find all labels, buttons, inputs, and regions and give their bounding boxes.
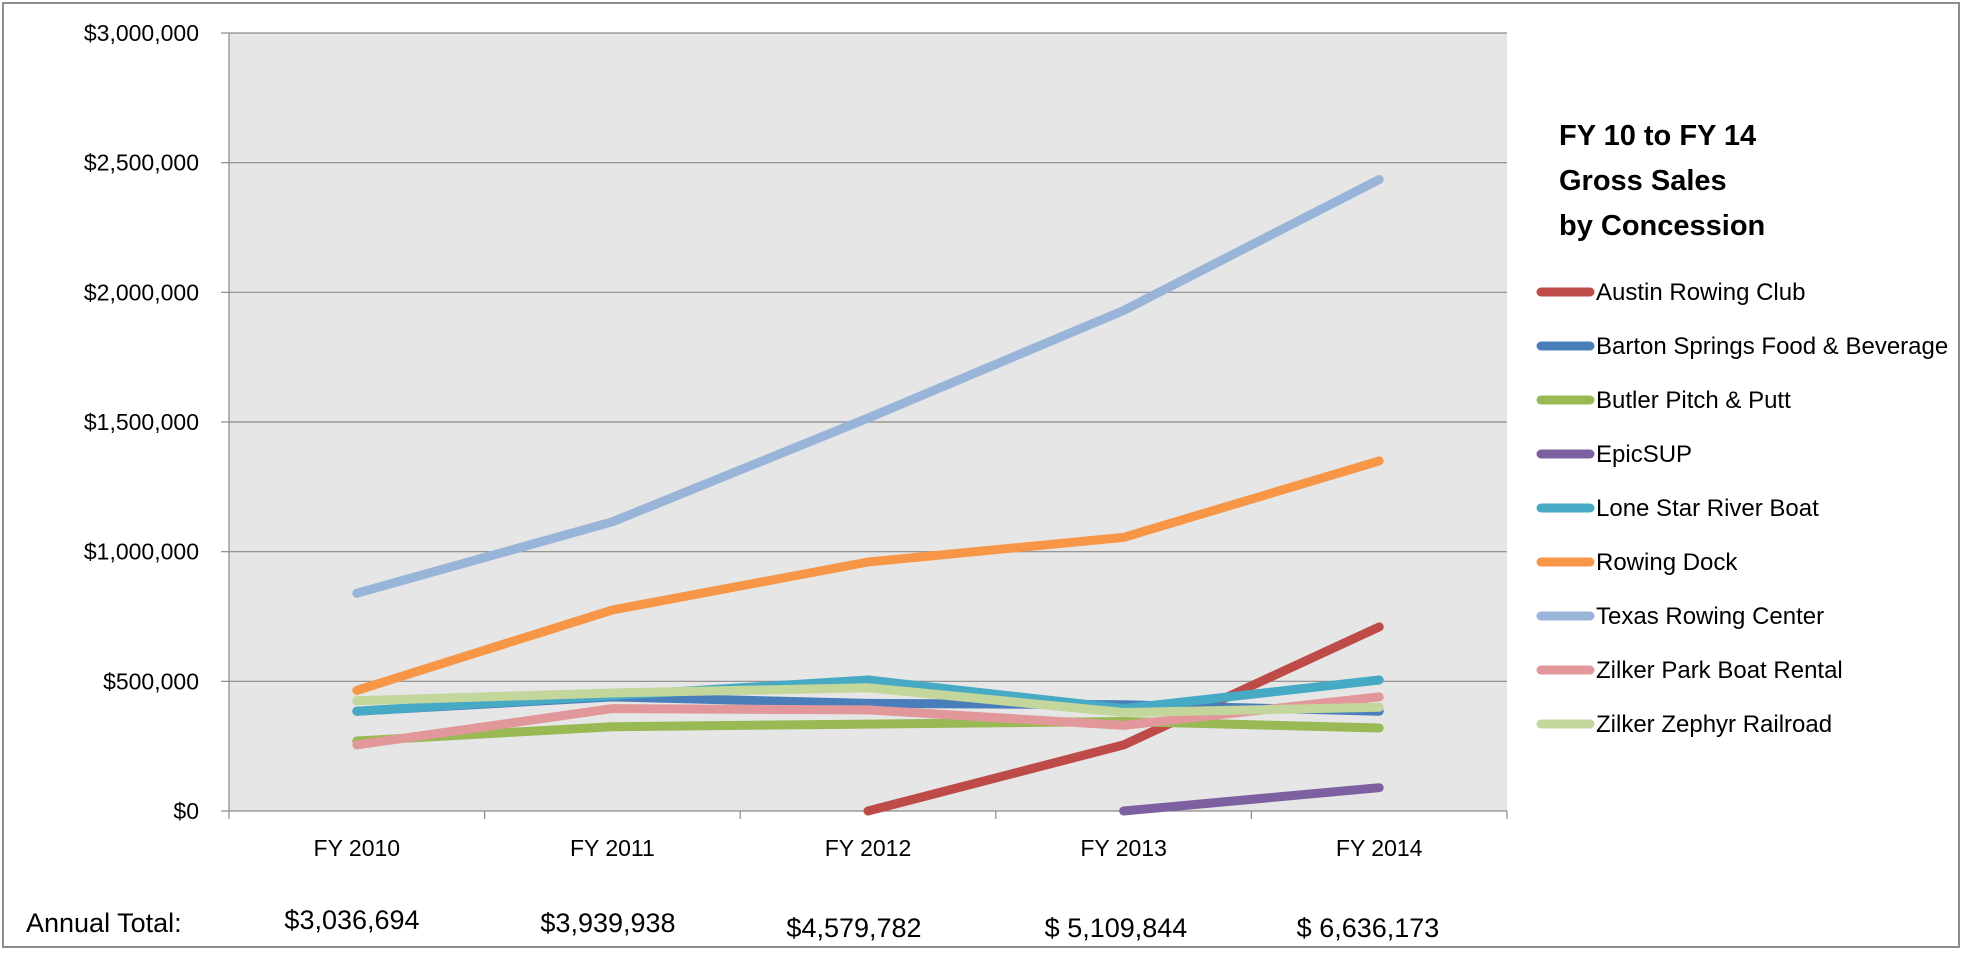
series-line-zilker-park-boat-rental [352, 692, 1384, 750]
x-tick-label: FY 2014 [1336, 835, 1423, 861]
series-line-epicsup [1119, 783, 1384, 816]
y-tick-label: $0 [173, 798, 199, 824]
series-lines [352, 175, 1384, 816]
y-tick-label: $2,000,000 [84, 279, 199, 305]
series-line-zilker-zephyr-railroad [352, 683, 1384, 717]
chart-title-line: Gross Sales [1559, 165, 1727, 197]
chart-title-line: FY 10 to FY 14 [1559, 120, 1756, 152]
y-tick-label: $2,500,000 [84, 150, 199, 176]
annual-total-value: $3,036,694 [284, 905, 419, 935]
legend-label: Texas Rowing Center [1596, 603, 1824, 630]
legend-label: Zilker Park Boat Rental [1596, 657, 1843, 684]
series-line-austin-rowing-club [863, 622, 1384, 816]
legend-label: Rowing Dock [1596, 549, 1738, 576]
x-tick-label: FY 2012 [825, 835, 912, 861]
annual-total-value: $ 5,109,844 [1045, 913, 1188, 943]
annual-total-label: Annual Total: [26, 908, 182, 938]
y-tick-label: $500,000 [103, 668, 199, 694]
series-line-rowing-dock [352, 456, 1384, 695]
legend-label: EpicSUP [1596, 441, 1692, 468]
annual-total-value: $4,579,782 [786, 913, 921, 943]
legend: FY 10 to FY 14 Gross Sales by Concession Au… [1536, 120, 1948, 738]
series-line-butler-pitch-putt [352, 717, 1384, 746]
x-tick-label: FY 2011 [570, 835, 655, 861]
x-tick-label: FY 2010 [314, 835, 401, 861]
legend-label: Austin Rowing Club [1596, 279, 1805, 306]
y-tick-label: $1,500,000 [84, 409, 199, 435]
annual-total-value: $3,939,938 [540, 908, 675, 938]
axes: $0 $500,000 $1,000,000 $1,500,000 $2,000,000… [84, 20, 1508, 861]
series-line-texas-rowing-center [352, 175, 1384, 598]
annual-total-value: $ 6,636,173 [1297, 913, 1440, 943]
gridlines [229, 32, 1507, 682]
legend-label: Zilker Zephyr Railroad [1596, 711, 1832, 738]
annual-totals: Annual Total: $3,036,694 $3,939,938 $4,579,… [26, 905, 1439, 943]
series-line-lone-star-river-boat [352, 675, 1384, 716]
chart-title-line: by Concession [1559, 210, 1765, 242]
y-tick-label: $3,000,000 [84, 20, 199, 46]
y-tick-label: $1,000,000 [84, 539, 199, 565]
legend-label: Butler Pitch & Putt [1596, 387, 1791, 414]
legend-label: Lone Star River Boat [1596, 495, 1819, 522]
legend-label: Barton Springs Food & Beverage [1596, 333, 1948, 360]
x-tick-label: FY 2013 [1080, 835, 1167, 861]
